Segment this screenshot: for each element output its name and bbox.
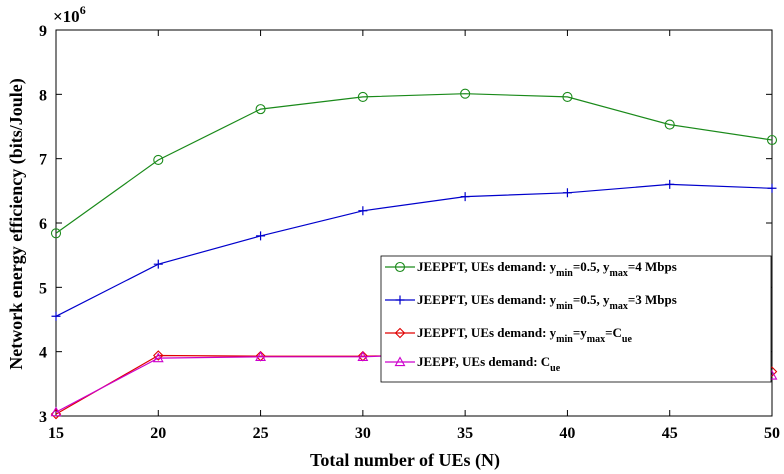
data-point xyxy=(256,231,266,241)
legend-label: JEEPFT, UEs demand: ymin=ymax=Cue xyxy=(417,325,632,345)
data-point xyxy=(152,352,164,363)
legend-item-1: JEEPFT, UEs demand: ymin=0.5, ymax=4 Mbp… xyxy=(385,259,677,279)
x-tick-label: 20 xyxy=(150,425,166,442)
legend-text-part: =3 Mbps xyxy=(628,292,677,307)
legend-subscript: min xyxy=(556,268,573,279)
legend-text-part: =0.5, y xyxy=(573,259,610,274)
data-point xyxy=(50,406,62,417)
legend-subscript: ue xyxy=(622,334,633,345)
data-point xyxy=(51,311,61,321)
legend-marker xyxy=(394,327,406,339)
data-point xyxy=(562,188,572,198)
legend-marker xyxy=(395,295,405,305)
data-point xyxy=(562,91,573,102)
legend-text-part: JEEPFT, UEs demand: y xyxy=(417,325,557,340)
legend-text-part: =0.5, y xyxy=(573,292,610,307)
series-line xyxy=(55,93,773,234)
legend-item-3: JEEPFT, UEs demand: ymin=ymax=Cue xyxy=(385,325,632,345)
x-tick-label: 25 xyxy=(253,425,269,442)
x-tick-label: 30 xyxy=(355,425,371,442)
data-point xyxy=(153,259,163,269)
x-tick-label: 40 xyxy=(559,425,575,442)
legend-text-part: JEEPFT, UEs demand: y xyxy=(417,259,557,274)
data-point xyxy=(767,183,777,193)
data-point xyxy=(255,104,266,115)
legend-subscript: min xyxy=(556,334,573,345)
legend-subscript: max xyxy=(587,334,605,345)
y-multiplier-exponent: 6 xyxy=(80,3,86,17)
y-tick-label: 3 xyxy=(39,409,47,426)
legend-label: JEEPFT, UEs demand: ymin=0.5, ymax=4 Mbp… xyxy=(417,259,677,279)
legend-text-part: =4 Mbps xyxy=(628,259,677,274)
x-tick-label: 35 xyxy=(457,425,473,442)
x-tick-label: 45 xyxy=(662,425,678,442)
y-tick-label: 5 xyxy=(39,280,47,297)
y-tick-label: 8 xyxy=(39,87,47,104)
data-point xyxy=(460,88,471,99)
legend-label: JEEPF, UEs demand: Cue xyxy=(417,354,561,374)
legend-subscript: max xyxy=(610,301,628,312)
y-axis-title: Network energy efficiency (bits/Joule) xyxy=(6,78,27,369)
legend-marker xyxy=(394,356,406,367)
data-point xyxy=(357,351,369,361)
legend-item-2: JEEPFT, UEs demand: ymin=0.5, ymax=3 Mbp… xyxy=(385,292,677,312)
data-point xyxy=(153,154,164,166)
x-tick-label: 50 xyxy=(764,425,780,442)
data-point xyxy=(50,228,62,239)
legend-text-part: JEEPF, UEs demand: C xyxy=(417,354,550,369)
y-multiplier-base: ×10 xyxy=(53,7,80,26)
series-1 xyxy=(50,88,778,239)
x-tick-label: 15 xyxy=(48,425,64,442)
data-point xyxy=(255,351,267,361)
x-axis-title: Total number of UEs (N) xyxy=(310,450,500,471)
legend-text-part: =y xyxy=(573,325,587,340)
data-point xyxy=(460,192,470,202)
legend-text-part: JEEPFT, UEs demand: y xyxy=(417,292,557,307)
legend: JEEPFT, UEs demand: ymin=0.5, ymax=4 Mbp… xyxy=(380,255,772,383)
y-tick-label: 4 xyxy=(39,345,47,362)
legend-label: JEEPFT, UEs demand: ymin=0.5, ymax=3 Mbp… xyxy=(417,292,677,312)
y-tick-label: 6 xyxy=(39,216,47,233)
series-2 xyxy=(51,179,777,321)
legend-subscript: min xyxy=(556,301,573,312)
y-axis-multiplier: ×106 xyxy=(53,3,86,26)
series-line xyxy=(55,183,773,317)
data-point xyxy=(153,350,164,361)
legend-marker xyxy=(394,261,406,273)
data-point xyxy=(357,91,368,102)
legend-subscript: ue xyxy=(550,363,561,374)
y-tick-label: 7 xyxy=(39,152,47,169)
data-point xyxy=(664,119,675,130)
data-point xyxy=(358,206,368,216)
data-point xyxy=(766,134,778,146)
legend-subscript: max xyxy=(610,268,628,279)
legend-text-part: =C xyxy=(605,325,622,340)
y-tick-label: 9 xyxy=(39,23,47,40)
legend-box xyxy=(380,255,772,383)
data-point xyxy=(665,179,675,189)
legend-item-4: JEEPF, UEs demand: Cue xyxy=(385,354,561,374)
